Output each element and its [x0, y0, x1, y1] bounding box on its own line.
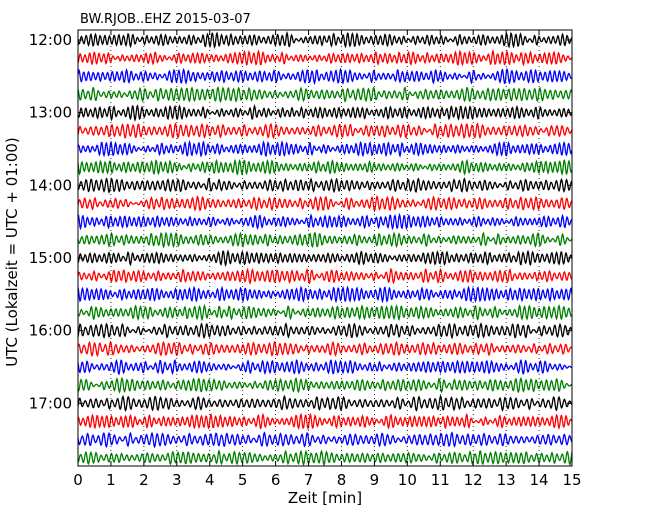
x-tick-label: 11 [431, 471, 450, 489]
seismic-trace [77, 67, 573, 86]
seismic-trace [77, 85, 573, 104]
x-tick-label: 9 [370, 471, 380, 489]
seismic-trace [77, 249, 573, 267]
seismic-trace [77, 231, 573, 249]
seismic-trace [77, 158, 573, 176]
seismic-trace [77, 122, 573, 140]
seismic-trace [77, 303, 573, 322]
y-tick-label: 16:00 [29, 322, 72, 340]
seismic-trace [77, 139, 573, 158]
seismic-trace [77, 212, 573, 231]
x-axis-label: Zeit [min] [288, 489, 362, 507]
y-tick-label: 13:00 [29, 104, 72, 122]
seismic-trace [77, 194, 573, 213]
grid-lines [110, 30, 540, 466]
seismic-trace [77, 285, 573, 304]
x-tick-label: 3 [172, 471, 182, 489]
seismic-trace [77, 177, 573, 194]
seismic-trace [77, 30, 573, 49]
x-tick-label: 0 [73, 471, 83, 489]
y-axis: 12:00 13:00 14:00 15:00 16:00 17:00 [29, 31, 572, 412]
x-tick-label: 15 [562, 471, 581, 489]
chart-title: BW.RJOB..EHZ 2015-03-07 [80, 12, 251, 27]
seismic-trace [77, 431, 573, 449]
seismic-trace [77, 340, 573, 358]
x-axis: 0 1 2 3 4 5 6 7 8 9 10 11 12 13 14 15 [73, 30, 582, 489]
y-tick-label: 14:00 [29, 176, 72, 194]
seismic-trace [77, 322, 573, 340]
x-tick-label: 5 [238, 471, 248, 489]
y-tick-label: 15:00 [29, 249, 72, 267]
x-tick-label: 8 [337, 471, 347, 489]
x-tick-label: 10 [398, 471, 417, 489]
x-tick-label: 12 [464, 471, 483, 489]
seismic-trace [77, 103, 573, 122]
y-axis-label: UTC (Lokalzeit = UTC + 01:00) [3, 137, 21, 367]
x-tick-label: 7 [304, 471, 314, 489]
seismic-trace [77, 358, 573, 376]
seismic-trace [77, 48, 573, 67]
y-tick-label: 12:00 [29, 31, 72, 49]
trace-group [77, 30, 573, 467]
y-tick-label: 17:00 [29, 394, 72, 412]
plot-frame [77, 29, 573, 467]
x-tick-label: 4 [205, 471, 215, 489]
x-tick-label: 6 [271, 471, 281, 489]
x-tick-label: 14 [530, 471, 549, 489]
seismic-trace [77, 412, 573, 431]
x-tick-label: 1 [106, 471, 116, 489]
x-tick-label: 2 [139, 471, 149, 489]
seismic-trace [77, 376, 573, 394]
seismic-trace [77, 394, 573, 412]
seismic-trace [77, 449, 573, 467]
seismic-trace [77, 267, 573, 285]
x-tick-label: 13 [497, 471, 516, 489]
